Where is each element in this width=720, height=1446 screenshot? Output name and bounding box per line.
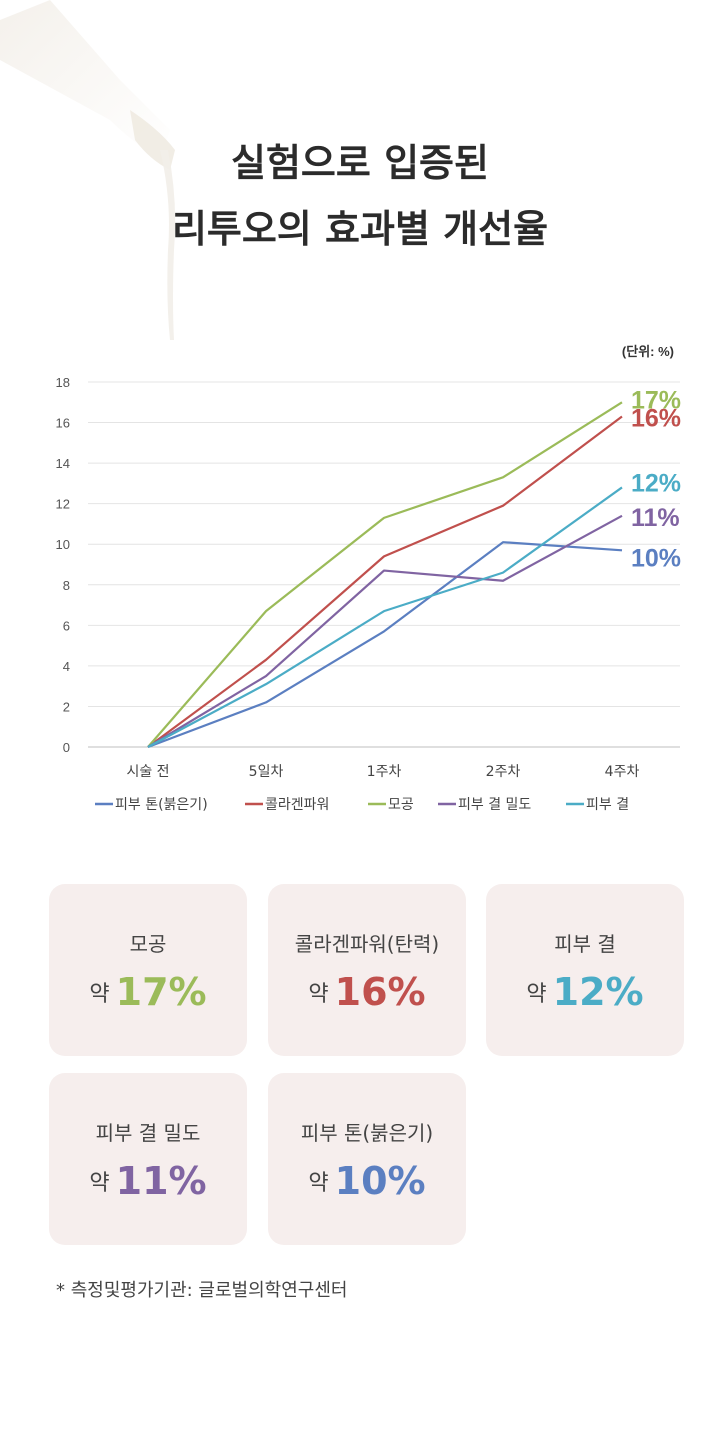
y-tick-label: 10 bbox=[56, 537, 70, 552]
card-label: 피부 결 밀도 bbox=[95, 1121, 201, 1145]
x-tick-label: 5일차 bbox=[249, 764, 284, 780]
x-tick-label: 4주차 bbox=[605, 764, 640, 780]
card-value-row: 약 10% bbox=[268, 1159, 466, 1203]
series-end-label: 12% bbox=[631, 469, 681, 497]
card-label: 모공 bbox=[129, 932, 167, 956]
y-tick-label: 18 bbox=[56, 375, 70, 390]
series-line bbox=[147, 415, 623, 748]
card-prefix: 약 bbox=[89, 982, 110, 1007]
card-value-row: 약 17% bbox=[49, 970, 247, 1014]
x-tick-label: 2주차 bbox=[486, 764, 521, 780]
card-prefix: 약 bbox=[89, 1171, 110, 1196]
legend-label: 피부 결 bbox=[586, 797, 629, 813]
card-label: 피부 결 bbox=[554, 932, 616, 956]
y-tick-label: 0 bbox=[63, 740, 70, 755]
y-tick-label: 12 bbox=[56, 497, 70, 512]
y-tick-label: 14 bbox=[56, 456, 70, 471]
series-line bbox=[147, 541, 623, 749]
x-tick-label: 시술 전 bbox=[126, 764, 169, 780]
card-label: 피부 톤(붉은기) bbox=[300, 1121, 434, 1145]
legend-label: 콜라겐파워 bbox=[265, 797, 329, 813]
series-end-label: 17% bbox=[631, 386, 681, 414]
x-tick-label: 1주차 bbox=[367, 764, 402, 780]
card-percent: 10% bbox=[334, 1159, 426, 1203]
y-tick-label: 8 bbox=[63, 578, 70, 593]
card-percent: 17% bbox=[115, 970, 207, 1014]
series-end-label: 10% bbox=[631, 544, 681, 572]
series-end-label: 11% bbox=[631, 504, 680, 532]
dropper-illustration bbox=[0, 0, 176, 340]
y-tick-label: 16 bbox=[56, 416, 70, 431]
card-label: 콜라겐파워(탄력) bbox=[294, 932, 440, 956]
card-value-row: 약 12% bbox=[486, 970, 684, 1014]
card-prefix: 약 bbox=[526, 982, 547, 1007]
page-title: 실험으로 입증된 리투오의 효과별 개선율 bbox=[0, 130, 720, 262]
series-line bbox=[147, 401, 623, 748]
chart-unit-note: (단위: %) bbox=[622, 344, 674, 359]
card-percent: 12% bbox=[552, 970, 644, 1014]
card-value-row: 약 16% bbox=[268, 970, 466, 1014]
series-end-label: 16% bbox=[631, 404, 681, 432]
legend-label: 피부 결 밀도 bbox=[458, 797, 531, 813]
y-tick-label: 2 bbox=[63, 699, 70, 714]
card-prefix: 약 bbox=[308, 1171, 329, 1196]
series-line bbox=[147, 486, 623, 748]
card-percent: 11% bbox=[115, 1159, 207, 1203]
card-value-row: 약 11% bbox=[49, 1159, 247, 1203]
legend-label: 모공 bbox=[388, 797, 414, 813]
result-cards: 모공 약 17% 콜라겐파워(탄력) 약 16% 피부 결 약 12% 피부 결 밀도 약 11% 피부… bbox=[49, 884, 689, 1254]
footnote: * 측정및평가기관: 글로벌의학연구센터 bbox=[56, 1280, 348, 1301]
legend-label: 피부 톤(붉은기) bbox=[115, 797, 208, 813]
card-percent: 16% bbox=[334, 970, 426, 1014]
y-tick-label: 4 bbox=[63, 659, 70, 674]
result-card: 피부 톤(붉은기) 약 10% bbox=[268, 1073, 466, 1245]
title-line-1: 실험으로 입증된 bbox=[231, 141, 489, 185]
card-prefix: 약 bbox=[308, 982, 329, 1007]
series-line bbox=[147, 514, 623, 748]
result-card: 콜라겐파워(탄력) 약 16% bbox=[268, 884, 466, 1056]
y-tick-label: 6 bbox=[63, 618, 70, 633]
title-line-2: 리투오의 효과별 개선율 bbox=[171, 207, 549, 251]
